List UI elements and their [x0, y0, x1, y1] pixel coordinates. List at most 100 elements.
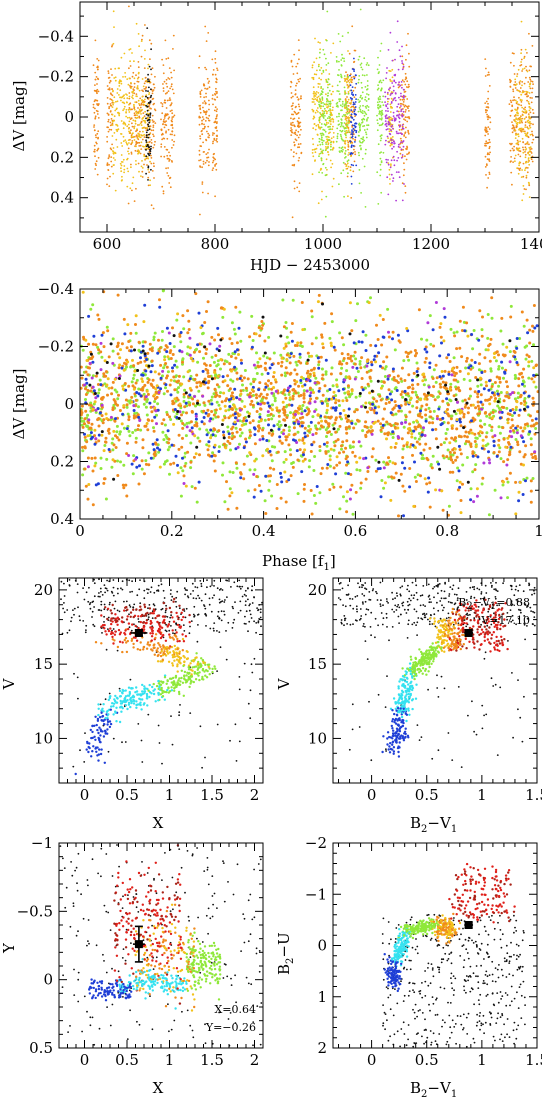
data-point [214, 61, 217, 64]
data-point [340, 336, 344, 340]
data-point [136, 116, 139, 119]
data-point [380, 89, 383, 91]
data-point [411, 387, 415, 391]
data-point [126, 412, 130, 416]
data-point [145, 94, 148, 96]
data-point [136, 85, 139, 87]
data-point [361, 141, 363, 144]
data-point [290, 117, 292, 120]
data-point [345, 167, 348, 170]
data-point [404, 131, 407, 134]
data-point [108, 107, 110, 110]
data-point [321, 172, 324, 174]
data-point [391, 68, 394, 71]
data-point [398, 81, 400, 84]
data-point [527, 432, 531, 436]
data-point [406, 153, 408, 156]
data-point [519, 401, 523, 405]
data-point [420, 404, 424, 408]
data-point [348, 152, 350, 154]
data-point [320, 114, 323, 117]
data-point [398, 129, 401, 131]
data-point [91, 342, 95, 346]
data-point [408, 110, 410, 112]
data-point [352, 94, 354, 97]
data-point [142, 392, 146, 396]
data-point [320, 367, 324, 371]
data-point [330, 52, 332, 54]
data-point [291, 465, 295, 469]
data-point [116, 341, 120, 345]
data-point [448, 360, 452, 363]
data-point [484, 155, 487, 158]
data-point [145, 86, 147, 88]
data-point [484, 166, 487, 168]
data-point [361, 68, 364, 71]
data-point [408, 410, 412, 414]
data-point [514, 438, 518, 441]
data-point [152, 121, 155, 123]
data-point [511, 147, 514, 150]
data-point [379, 118, 381, 120]
data-point [95, 141, 97, 144]
data-point [354, 129, 356, 132]
data-point [310, 512, 314, 516]
data-point [120, 96, 123, 99]
data-point [108, 88, 111, 91]
data-point [130, 153, 133, 155]
data-point [454, 458, 458, 462]
data-point [94, 39, 97, 42]
data-point [384, 116, 387, 118]
data-point [389, 144, 392, 147]
data-point [329, 159, 332, 162]
data-point [93, 126, 95, 128]
data-point [92, 106, 95, 109]
data-point [313, 116, 316, 119]
data-point [137, 340, 141, 344]
data-point [150, 68, 152, 71]
data-point [343, 104, 346, 107]
data-point [315, 427, 319, 431]
data-point [332, 132, 335, 134]
data-point [370, 360, 373, 364]
data-point [346, 110, 349, 113]
data-point [110, 392, 114, 396]
data-point [150, 204, 153, 207]
data-point [172, 92, 175, 95]
data-point [513, 83, 515, 86]
data-point [127, 170, 130, 173]
data-point [124, 75, 127, 78]
data-point [446, 448, 450, 452]
data-point [306, 351, 310, 355]
data-point [362, 125, 364, 128]
data-point [312, 366, 316, 370]
data-point [320, 159, 323, 162]
data-point [519, 393, 523, 397]
data-point [85, 440, 89, 444]
data-point [366, 470, 370, 473]
data-point [301, 404, 305, 407]
data-point [202, 401, 206, 405]
data-point [516, 167, 518, 170]
data-point [347, 195, 349, 198]
data-point [296, 62, 299, 65]
data-point [141, 386, 145, 389]
data-point [511, 124, 514, 126]
data-point [160, 118, 162, 121]
data-point [328, 100, 330, 103]
data-point [347, 98, 350, 101]
data-point [340, 172, 343, 175]
data-point [291, 216, 294, 219]
data-point [359, 366, 363, 370]
data-point [354, 490, 358, 494]
data-point [144, 88, 147, 90]
data-point [219, 391, 222, 395]
data-point [133, 60, 135, 63]
data-point [478, 352, 482, 356]
data-point [171, 133, 173, 136]
x-tick-label: 1200 [412, 235, 450, 253]
data-point [124, 72, 126, 74]
data-point [305, 371, 309, 375]
data-point [238, 428, 242, 431]
data-point [366, 119, 368, 122]
